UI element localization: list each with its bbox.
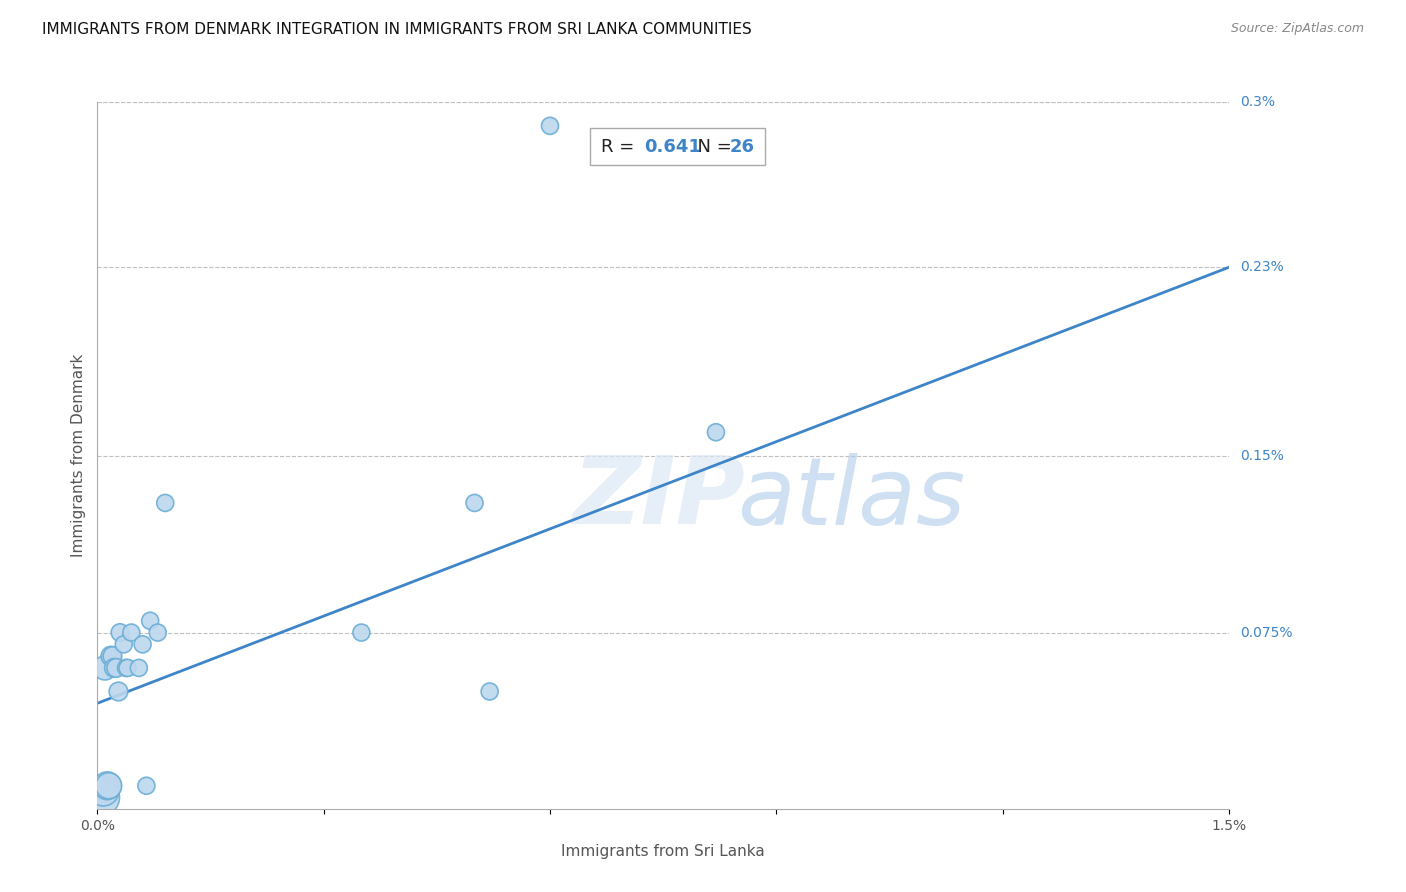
Text: 0.3%: 0.3% (1240, 95, 1275, 110)
Point (155, 496, 177, 510)
Point (538, 119, 561, 133)
Point (128, 661, 150, 675)
Text: ZIP: ZIP (572, 452, 745, 544)
Point (93, 783, 115, 797)
Text: R =: R = (600, 138, 640, 156)
Y-axis label: Immigrants from Denmark: Immigrants from Denmark (72, 354, 86, 558)
Text: 0.15%: 0.15% (1240, 449, 1284, 463)
Point (117, 661, 139, 675)
Text: N =: N = (686, 138, 737, 156)
Text: 0.23%: 0.23% (1240, 260, 1284, 274)
Point (115, 661, 138, 675)
Point (90, 790, 112, 805)
Point (146, 625, 169, 640)
FancyBboxPatch shape (589, 128, 765, 165)
Point (105, 661, 128, 675)
Point (478, 684, 501, 698)
Text: 0.075%: 0.075% (1240, 625, 1292, 640)
Point (131, 637, 153, 651)
Point (97, 779, 120, 793)
Text: Source: ZipAtlas.com: Source: ZipAtlas.com (1230, 22, 1364, 36)
Point (112, 637, 135, 651)
Point (100, 649, 122, 664)
Point (107, 684, 129, 698)
Point (135, 779, 157, 793)
Point (139, 614, 162, 628)
Point (108, 625, 131, 640)
Point (120, 625, 142, 640)
Point (704, 425, 727, 440)
Point (94, 661, 117, 675)
Text: atlas: atlas (737, 453, 965, 544)
Point (350, 625, 373, 640)
Point (464, 496, 486, 510)
Point (103, 661, 125, 675)
Text: 26: 26 (730, 138, 755, 156)
Point (96, 779, 118, 793)
X-axis label: Immigrants from Sri Lanka: Immigrants from Sri Lanka (561, 844, 765, 859)
Text: 0.641: 0.641 (644, 138, 700, 156)
Point (101, 649, 124, 664)
Text: IMMIGRANTS FROM DENMARK INTEGRATION IN IMMIGRANTS FROM SRI LANKA COMMUNITIES: IMMIGRANTS FROM DENMARK INTEGRATION IN I… (42, 22, 752, 37)
